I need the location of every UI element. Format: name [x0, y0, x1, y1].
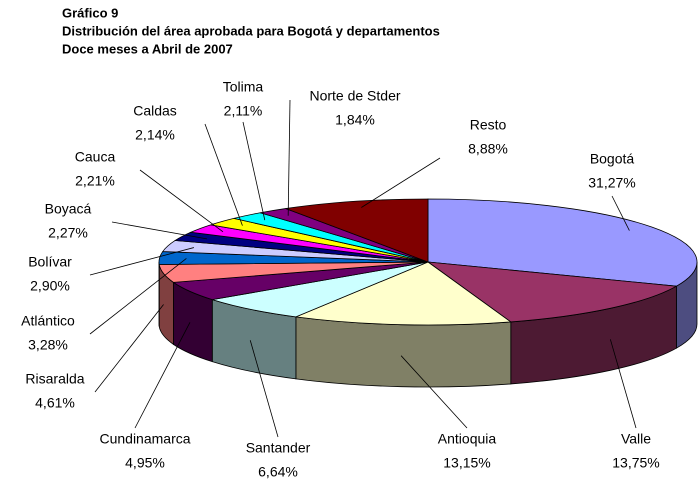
slice-value-label: 2,21%	[75, 173, 115, 189]
pie-top	[158, 198, 698, 326]
slice-label: Cundinamarca	[99, 431, 190, 447]
slice-label: Bogotá	[590, 151, 635, 167]
leader-line	[134, 322, 191, 429]
slice	[427, 198, 698, 287]
slice-value-label: 2,14%	[135, 127, 175, 143]
chart-subtitle: Doce meses a Abril de 2007	[62, 41, 233, 56]
leader-line	[611, 195, 630, 231]
pie-sides	[158, 261, 698, 388]
leader-line	[89, 258, 187, 335]
slice-value-label: 4,95%	[125, 455, 165, 471]
slice-label: Santander	[246, 440, 311, 456]
leader-line	[139, 169, 224, 233]
leader-line	[89, 247, 194, 276]
slice-value-label: 13,15%	[443, 455, 490, 471]
slice-value-label: 3,28%	[28, 337, 68, 353]
slice-label: Antioquia	[438, 431, 497, 447]
leader-line	[204, 123, 243, 226]
slice-value-label: 2,90%	[30, 278, 70, 294]
slice-label: Resto	[470, 117, 507, 133]
leader-line	[111, 221, 208, 240]
slice-label: Caldas	[133, 103, 177, 119]
leader-line	[94, 304, 164, 393]
slice-label: Atlántico	[21, 313, 75, 329]
slice-value-label: 6,64%	[258, 464, 298, 479]
slice	[426, 261, 678, 323]
slice-value-label: 2,27%	[48, 225, 88, 241]
leader-line	[242, 121, 266, 221]
slice-value-label: 8,88%	[468, 141, 508, 157]
slice-value-label: 31,27%	[588, 175, 635, 191]
leader-line	[609, 339, 637, 429]
slice	[285, 198, 429, 263]
leader-line	[361, 157, 441, 208]
chart-title: Gráfico 9	[62, 5, 118, 20]
slice-label: Risaralda	[25, 371, 84, 387]
slice-label: Boyacá	[45, 201, 92, 217]
leader-line	[249, 340, 279, 438]
slice-side	[295, 316, 512, 388]
slice-label: Valle	[621, 431, 651, 447]
slice-value-label: 4,61%	[35, 395, 75, 411]
leader-line	[400, 355, 468, 429]
slice-label: Cauca	[75, 149, 116, 165]
slice-label: Bolívar	[28, 254, 72, 270]
slice-value-label: 13,75%	[612, 455, 659, 471]
slice	[294, 261, 512, 326]
chart-subtitle: Distribución del área aprobada para Bogo…	[62, 23, 440, 38]
slice	[212, 261, 429, 318]
leader-line	[287, 99, 291, 216]
slice-value-label: 2,11%	[224, 103, 263, 119]
slice-label: Tolima	[223, 79, 264, 95]
slice-value-label: 1,84%	[335, 112, 375, 128]
slice-label: Norte de Stder	[309, 88, 400, 104]
